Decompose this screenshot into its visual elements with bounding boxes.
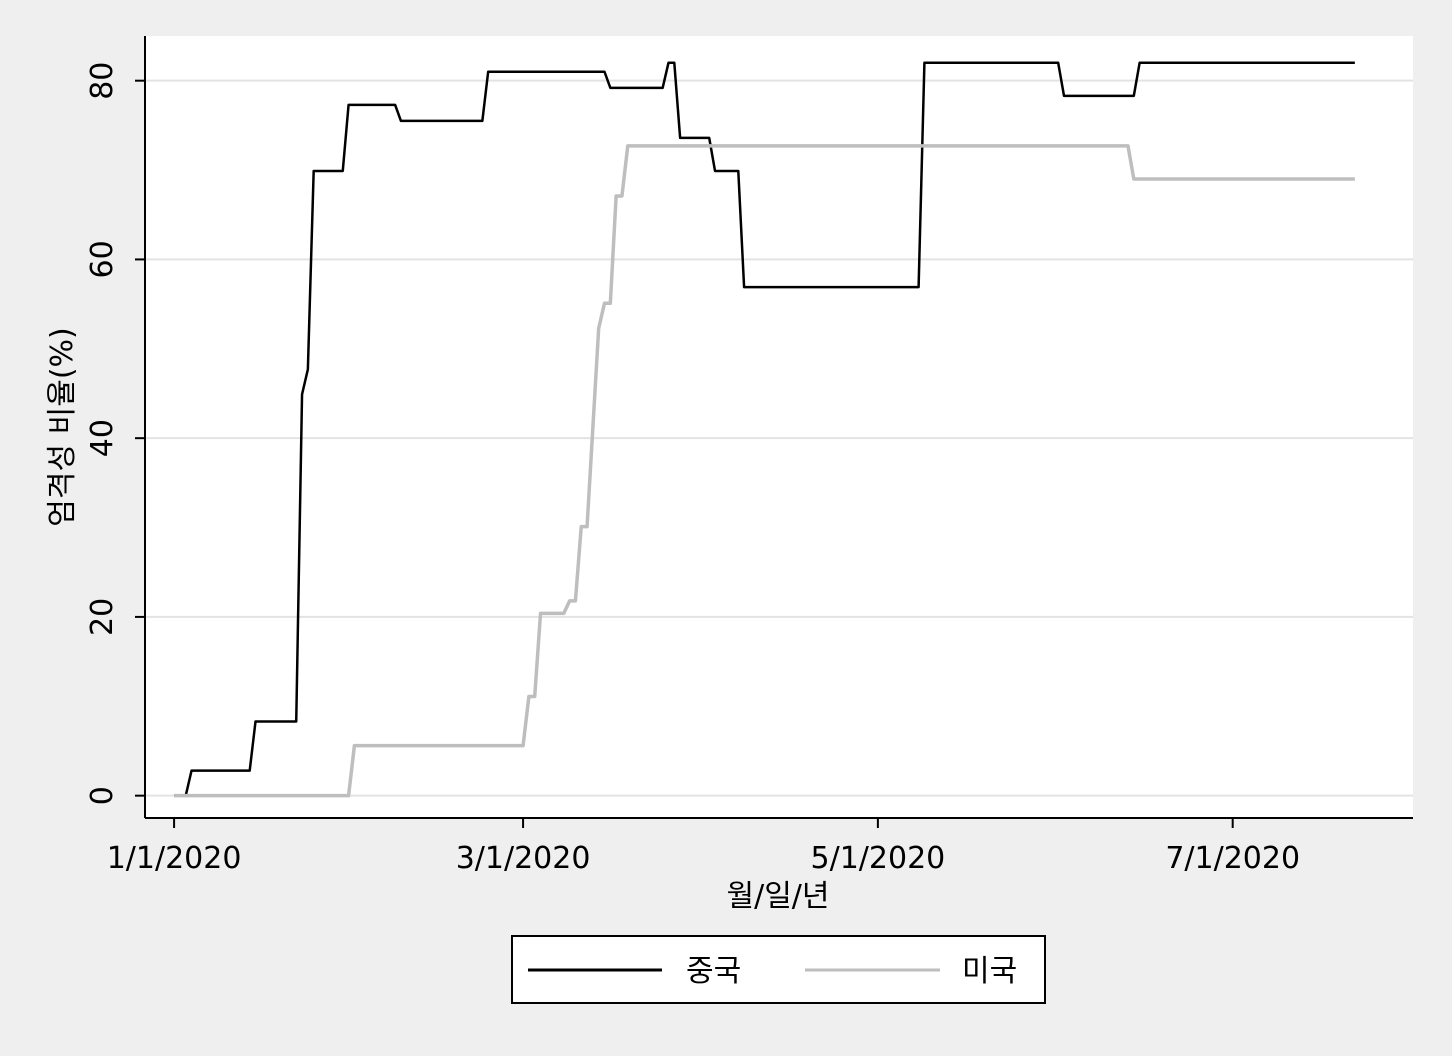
y-axis-title: 엄격성 비율(%) bbox=[45, 327, 80, 526]
x-tick-label-1: 3/1/2020 bbox=[456, 841, 591, 876]
x-tick-label-0: 1/1/2020 bbox=[107, 841, 242, 876]
y-tick-label-40: 40 bbox=[85, 419, 120, 457]
series-lines bbox=[174, 61, 1355, 798]
y-tick-label-80: 80 bbox=[85, 62, 120, 100]
y-ticks: 0 20 40 60 80 bbox=[85, 62, 145, 805]
x-tick-label-2: 5/1/2020 bbox=[811, 841, 946, 876]
y-tick-label-60: 60 bbox=[85, 240, 120, 278]
x-tick-label-3: 7/1/2020 bbox=[1165, 841, 1300, 876]
plot-area bbox=[145, 36, 1413, 818]
legend-box bbox=[511, 935, 1046, 1004]
legend-label-china: 중국 bbox=[686, 954, 741, 989]
legend: 중국 미국 bbox=[511, 935, 1046, 1004]
gridlines bbox=[145, 79, 1413, 797]
series-line-usa bbox=[174, 144, 1355, 798]
x-axis-title: 월/일/년 bbox=[726, 879, 829, 914]
y-tick-label-20: 20 bbox=[85, 598, 120, 636]
legend-label-usa: 미국 bbox=[962, 954, 1017, 989]
y-tick-label-0: 0 bbox=[85, 786, 120, 805]
series-line-china bbox=[174, 61, 1355, 797]
x-ticks: 1/1/2020 3/1/2020 5/1/2020 7/1/2020 bbox=[107, 818, 1300, 876]
